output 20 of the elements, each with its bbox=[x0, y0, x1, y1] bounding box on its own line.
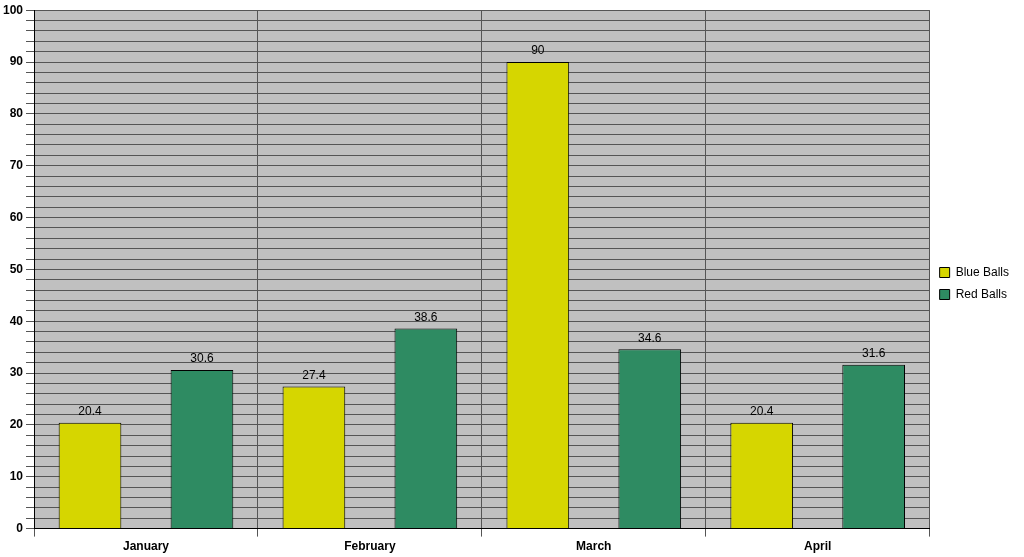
y-tick-label: 100 bbox=[2, 2, 24, 17]
x-tick-label: February bbox=[344, 539, 396, 554]
y-tick-label: 70 bbox=[9, 158, 24, 173]
data-label: 38.6 bbox=[414, 309, 438, 324]
legend-label: Blue Balls bbox=[955, 264, 1010, 279]
y-tick-label: 90 bbox=[9, 54, 24, 69]
y-tick-label: 20 bbox=[9, 417, 24, 432]
y-tick-label: 80 bbox=[9, 106, 24, 121]
y-tick-label: 30 bbox=[9, 365, 24, 380]
y-tick-label: 0 bbox=[16, 520, 24, 535]
y-tick-label: 10 bbox=[9, 469, 24, 484]
data-label: 34.6 bbox=[638, 330, 662, 345]
y-tick-label: 50 bbox=[9, 261, 24, 276]
y-tick-label: 60 bbox=[9, 209, 24, 224]
y-tick-label: 40 bbox=[9, 313, 24, 328]
x-tick-label: January bbox=[122, 539, 170, 554]
x-tick-label: March bbox=[576, 539, 612, 554]
x-tick-label: April bbox=[804, 539, 832, 554]
legend-label: Red Balls bbox=[955, 286, 1007, 301]
data-label: 30.6 bbox=[190, 351, 214, 366]
